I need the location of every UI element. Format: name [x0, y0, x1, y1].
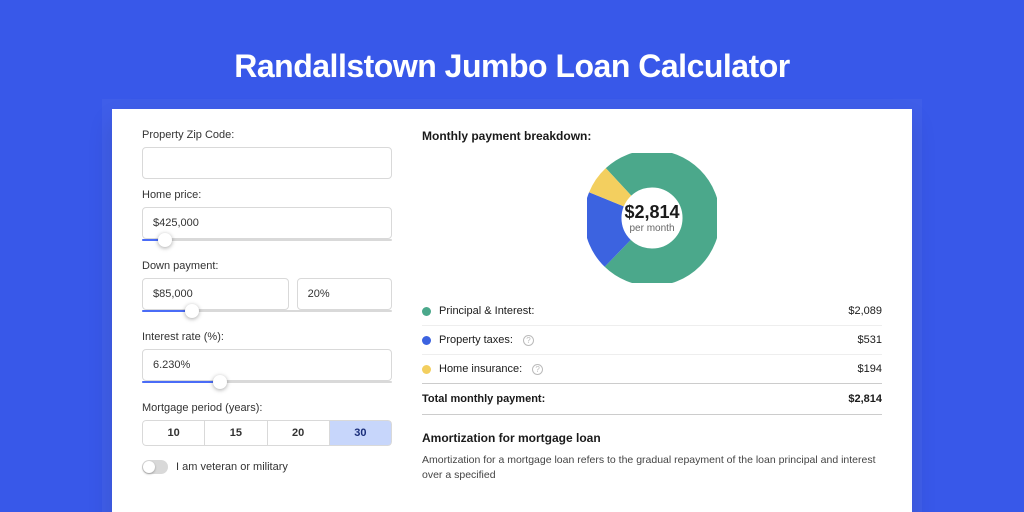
- veteran-row: I am veteran or military: [142, 460, 392, 474]
- down-payment-percent-input[interactable]: [297, 278, 392, 310]
- help-icon[interactable]: ?: [532, 364, 543, 375]
- period-button-15[interactable]: 15: [205, 420, 267, 446]
- breakdown-total-row: Total monthly payment: $2,814: [422, 383, 882, 415]
- breakdown-row: Property taxes:? $531: [422, 326, 882, 355]
- veteran-toggle[interactable]: [142, 460, 168, 474]
- zip-input[interactable]: [142, 147, 392, 179]
- zip-label: Property Zip Code:: [142, 129, 392, 141]
- breakdown-row: Principal & Interest: $2,089: [422, 297, 882, 326]
- donut-value: $2,814: [624, 202, 679, 223]
- period-field: Mortgage period (years): 10152030: [142, 402, 392, 446]
- legend-dot: [422, 365, 431, 374]
- breakdown-row: Home insurance:? $194: [422, 355, 882, 383]
- help-icon[interactable]: ?: [523, 335, 534, 346]
- veteran-label: I am veteran or military: [176, 461, 288, 473]
- total-value: $2,814: [848, 393, 882, 405]
- amortization-section: Amortization for mortgage loan Amortizat…: [422, 431, 882, 482]
- interest-field: Interest rate (%):: [142, 331, 392, 392]
- legend-dot: [422, 307, 431, 316]
- breakdown-panel: Monthly payment breakdown: $2,814 per mo…: [422, 129, 882, 499]
- breakdown-item-label: Principal & Interest:: [439, 305, 534, 317]
- down-payment-slider[interactable]: [142, 309, 392, 321]
- period-label: Mortgage period (years):: [142, 402, 392, 414]
- donut-chart-wrap: $2,814 per month: [422, 149, 882, 297]
- page-title: Randallstown Jumbo Loan Calculator: [0, 0, 1024, 109]
- down-payment-label: Down payment:: [142, 260, 392, 272]
- period-button-20[interactable]: 20: [268, 420, 330, 446]
- period-button-30[interactable]: 30: [330, 420, 392, 446]
- breakdown-item-value: $2,089: [848, 305, 882, 317]
- breakdown-title: Monthly payment breakdown:: [422, 129, 882, 143]
- breakdown-item-value: $194: [858, 363, 882, 375]
- interest-slider[interactable]: [142, 380, 392, 392]
- home-price-input[interactable]: [142, 207, 392, 239]
- breakdown-item-label: Home insurance:: [439, 363, 522, 375]
- down-payment-field: Down payment:: [142, 260, 392, 321]
- home-price-slider[interactable]: [142, 238, 392, 250]
- down-payment-amount-input[interactable]: [142, 278, 289, 310]
- interest-label: Interest rate (%):: [142, 331, 392, 343]
- period-buttons: 10152030: [142, 420, 392, 446]
- amortization-title: Amortization for mortgage loan: [422, 431, 882, 445]
- breakdown-item-value: $531: [858, 334, 882, 346]
- legend-dot: [422, 336, 431, 345]
- interest-input[interactable]: [142, 349, 392, 381]
- total-label: Total monthly payment:: [422, 393, 545, 405]
- home-price-field: Home price:: [142, 189, 392, 250]
- form-panel: Property Zip Code: Home price: Down paym…: [142, 129, 392, 499]
- amortization-body: Amortization for a mortgage loan refers …: [422, 453, 882, 482]
- donut-chart: $2,814 per month: [587, 153, 717, 283]
- calculator-card: Property Zip Code: Home price: Down paym…: [112, 109, 912, 512]
- donut-sub: per month: [629, 223, 674, 234]
- home-price-label: Home price:: [142, 189, 392, 201]
- zip-field: Property Zip Code:: [142, 129, 392, 179]
- period-button-10[interactable]: 10: [142, 420, 205, 446]
- breakdown-item-label: Property taxes:: [439, 334, 513, 346]
